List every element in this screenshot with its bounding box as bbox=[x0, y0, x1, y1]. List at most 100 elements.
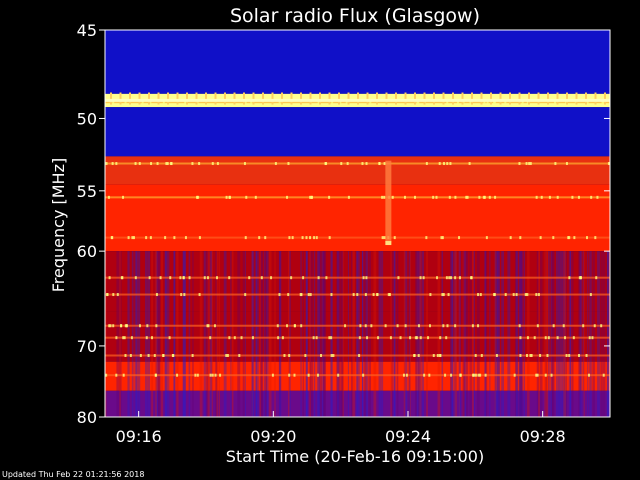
heatmap-dot bbox=[211, 162, 214, 166]
heatmap-streak bbox=[408, 251, 410, 417]
heatmap-dot bbox=[129, 354, 132, 358]
heatmap-streak bbox=[361, 251, 364, 417]
heatmap-dot bbox=[115, 162, 118, 166]
heatmap-dot bbox=[577, 195, 580, 199]
x-tick-label-1: 09:20 bbox=[250, 427, 296, 446]
heatmap-dot bbox=[600, 324, 603, 328]
heatmap-dot bbox=[180, 293, 183, 297]
heatmap-dot bbox=[568, 354, 571, 358]
heatmap-dot bbox=[293, 373, 296, 377]
heatmap-dot bbox=[427, 336, 430, 340]
heatmap-dot bbox=[346, 162, 349, 166]
heatmap-dot bbox=[362, 276, 365, 280]
heatmap-dot bbox=[515, 293, 518, 297]
heatmap-dot bbox=[170, 162, 173, 166]
heatmap-streak bbox=[454, 251, 457, 417]
heatmap-streak bbox=[251, 251, 253, 417]
heatmap-dot bbox=[513, 373, 516, 377]
heatmap-streak bbox=[316, 251, 320, 417]
heatmap-streak bbox=[473, 251, 475, 417]
heatmap-dot bbox=[540, 195, 543, 199]
y-tick-label-2: 55 bbox=[77, 182, 97, 201]
heatmap-dot bbox=[228, 195, 231, 199]
heatmap-streak bbox=[551, 251, 555, 417]
heatmap-dot bbox=[479, 373, 482, 377]
heatmap-streak bbox=[147, 251, 151, 417]
heatmap-streak bbox=[489, 251, 491, 417]
heatmap-streak bbox=[361, 251, 364, 417]
heatmap-dot bbox=[518, 162, 521, 166]
heatmap-dot bbox=[328, 336, 331, 340]
heatmap-comb bbox=[566, 92, 568, 105]
heatmap-streak bbox=[464, 251, 467, 417]
heatmap-streak bbox=[497, 251, 500, 417]
heatmap-dot bbox=[474, 354, 477, 358]
heatmap-comb bbox=[442, 92, 445, 105]
heatmap-comb bbox=[604, 92, 606, 105]
heatmap-dot bbox=[484, 373, 487, 377]
heatmap-dot bbox=[309, 195, 312, 199]
heatmap-dot bbox=[182, 276, 185, 280]
heatmap-dot bbox=[578, 276, 581, 280]
heatmap-streak bbox=[415, 251, 418, 417]
heatmap-dot bbox=[116, 293, 119, 297]
heatmap-band-7 bbox=[105, 361, 610, 391]
heatmap-dot bbox=[112, 324, 115, 328]
heatmap-dot bbox=[582, 324, 585, 328]
heatmap-dot bbox=[404, 324, 407, 328]
heatmap-streak bbox=[597, 251, 600, 417]
heatmap-dot bbox=[485, 236, 488, 240]
heatmap-dot bbox=[526, 293, 529, 297]
heatmap-dot bbox=[162, 100, 165, 104]
heatmap-streak bbox=[157, 251, 161, 417]
heatmap-streak bbox=[545, 251, 547, 417]
heatmap-streak bbox=[381, 251, 384, 417]
heatmap-dot bbox=[293, 324, 296, 328]
heatmap-streak bbox=[527, 251, 530, 417]
heatmap-dot bbox=[159, 276, 162, 280]
heatmap-dot bbox=[525, 162, 528, 166]
heatmap-dot bbox=[419, 336, 422, 340]
heatmap-dot bbox=[595, 276, 598, 280]
heatmap-streak bbox=[274, 251, 276, 417]
heatmap-comb bbox=[233, 92, 236, 105]
heatmap-dot bbox=[417, 354, 420, 358]
heatmap-dot bbox=[454, 195, 457, 199]
heatmap-streak bbox=[471, 251, 475, 417]
heatmap-dot bbox=[436, 276, 439, 280]
x-tick-label-2: 09:24 bbox=[385, 427, 431, 446]
heatmap-dot bbox=[260, 276, 263, 280]
heatmap-dot bbox=[388, 293, 391, 297]
heatmap-dot bbox=[364, 293, 367, 297]
heatmap-dot bbox=[414, 195, 417, 199]
heatmap-dot bbox=[122, 373, 125, 377]
heatmap-dot bbox=[596, 195, 599, 199]
heatmap-dot bbox=[106, 293, 109, 297]
heatmap-streak bbox=[563, 251, 566, 417]
heatmap-dot bbox=[283, 354, 286, 358]
heatmap-dot bbox=[442, 293, 445, 297]
heatmap-dot bbox=[184, 236, 187, 240]
heatmap-dot bbox=[288, 354, 291, 358]
y-tick-label-3: 60 bbox=[77, 242, 97, 261]
heatmap-dot bbox=[440, 236, 443, 240]
heatmap-streak bbox=[390, 251, 392, 417]
heatmap-dot bbox=[219, 373, 222, 377]
heatmap-dot bbox=[518, 324, 521, 328]
heatmap-dot bbox=[435, 195, 438, 199]
heatmap-dot bbox=[316, 373, 319, 377]
heatmap-dot bbox=[472, 373, 475, 377]
heatmap-dot bbox=[429, 293, 432, 297]
heatmap-dot bbox=[535, 373, 538, 377]
heatmap-row bbox=[105, 336, 610, 339]
heatmap-comb bbox=[110, 92, 112, 105]
heatmap-streak bbox=[279, 251, 282, 417]
heatmap-dot bbox=[546, 354, 549, 358]
heatmap-dot bbox=[370, 324, 373, 328]
heatmap-dot bbox=[320, 354, 323, 358]
heatmap-streak bbox=[350, 251, 353, 417]
heatmap-dot bbox=[454, 324, 457, 328]
heatmap-dot bbox=[307, 373, 310, 377]
heatmap-dot bbox=[547, 336, 550, 340]
